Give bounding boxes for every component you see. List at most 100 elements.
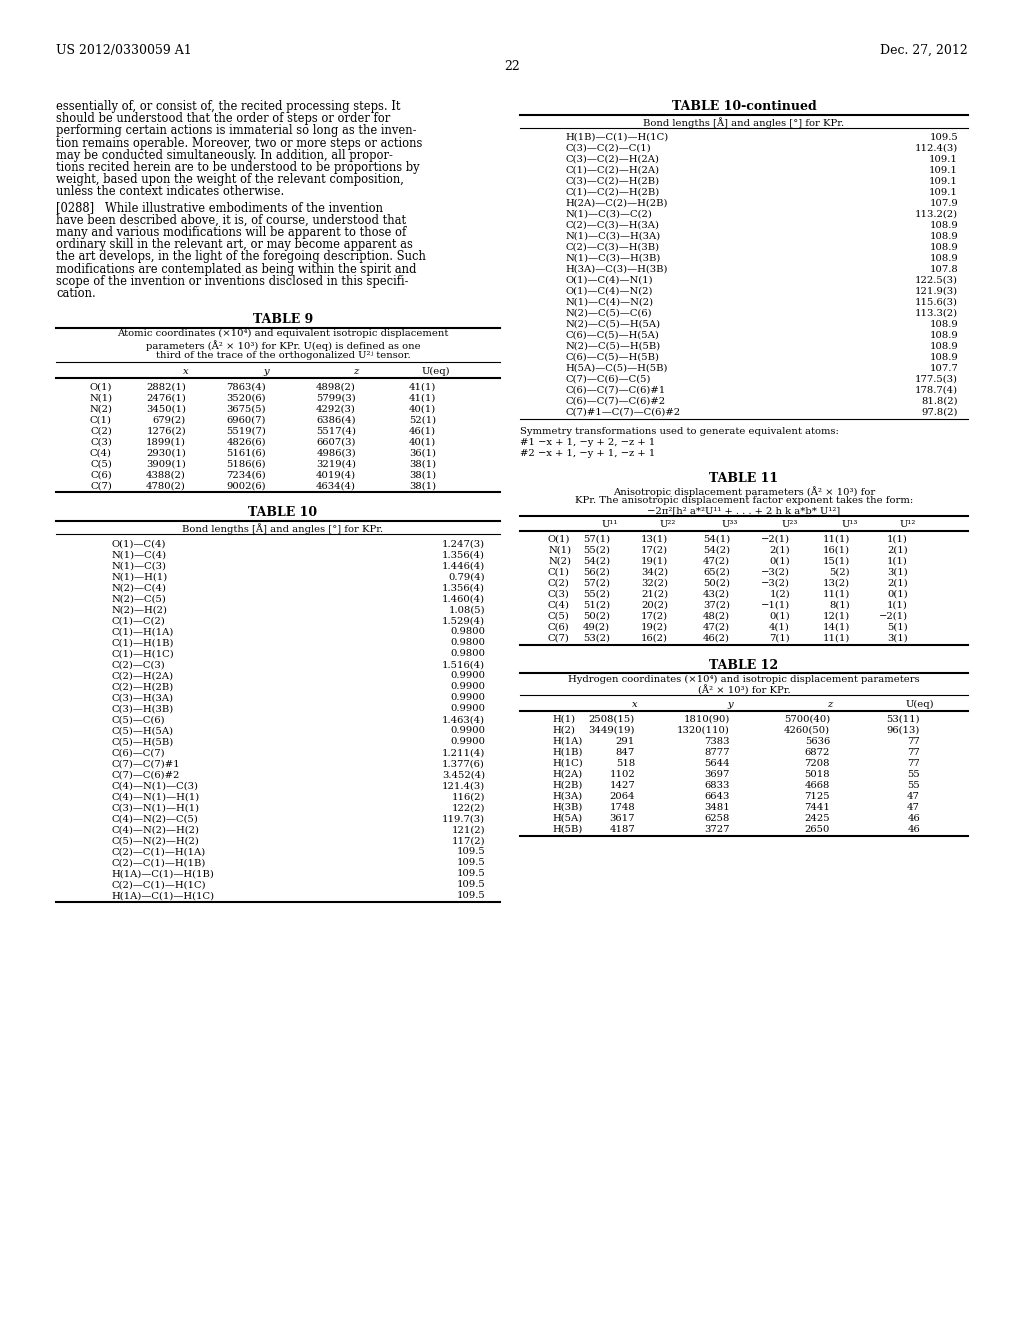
- Text: 108.9: 108.9: [929, 220, 958, 230]
- Text: 50(2): 50(2): [583, 612, 610, 620]
- Text: C(3)—H(3A): C(3)—H(3A): [111, 693, 173, 702]
- Text: N(1)—C(3): N(1)—C(3): [111, 561, 166, 570]
- Text: 57(1): 57(1): [583, 535, 610, 544]
- Text: 5(2): 5(2): [829, 568, 850, 577]
- Text: 117(2): 117(2): [452, 836, 485, 845]
- Text: 6643: 6643: [705, 792, 730, 801]
- Text: 7208: 7208: [805, 759, 830, 768]
- Text: TABLE 9: TABLE 9: [253, 313, 313, 326]
- Text: 2(1): 2(1): [887, 546, 908, 554]
- Text: 2(1): 2(1): [769, 546, 790, 554]
- Text: 3.452(4): 3.452(4): [442, 770, 485, 779]
- Text: N(2)—H(2): N(2)—H(2): [111, 605, 167, 614]
- Text: Bond lengths [Å] and angles [°] for KPr.: Bond lengths [Å] and angles [°] for KPr.: [643, 117, 845, 128]
- Text: C(3): C(3): [90, 437, 112, 446]
- Text: C(1)—H(1C): C(1)—H(1C): [111, 649, 174, 659]
- Text: 16(2): 16(2): [641, 634, 668, 643]
- Text: 5517(4): 5517(4): [316, 426, 356, 436]
- Text: C(2)—C(3): C(2)—C(3): [111, 660, 165, 669]
- Text: x: x: [183, 367, 188, 376]
- Text: 121.4(3): 121.4(3): [441, 781, 485, 791]
- Text: 12(1): 12(1): [822, 612, 850, 620]
- Text: 46(2): 46(2): [703, 634, 730, 643]
- Text: −3(2): −3(2): [761, 568, 790, 577]
- Text: 3617: 3617: [609, 814, 635, 822]
- Text: 1102: 1102: [609, 770, 635, 779]
- Text: TABLE 10: TABLE 10: [249, 506, 317, 519]
- Text: 0.9800: 0.9800: [450, 627, 485, 636]
- Text: 13(2): 13(2): [823, 579, 850, 587]
- Text: 7(1): 7(1): [769, 634, 790, 643]
- Text: weight, based upon the weight of the relevant composition,: weight, based upon the weight of the rel…: [56, 173, 403, 186]
- Text: C(7)#1—C(7)—C(6)#2: C(7)#1—C(7)—C(6)#2: [565, 408, 680, 417]
- Text: C(6)—C(7): C(6)—C(7): [111, 748, 165, 758]
- Text: 14(1): 14(1): [822, 623, 850, 632]
- Text: H(1A)—C(1)—H(1B): H(1A)—C(1)—H(1B): [111, 869, 214, 878]
- Text: N(2)—C(5)—C(6): N(2)—C(5)—C(6): [565, 309, 651, 318]
- Text: 52(1): 52(1): [409, 416, 436, 424]
- Text: 15(1): 15(1): [822, 557, 850, 566]
- Text: C(2)—C(3)—H(3A): C(2)—C(3)—H(3A): [565, 220, 659, 230]
- Text: 4898(2): 4898(2): [316, 383, 356, 391]
- Text: C(1)—H(1A): C(1)—H(1A): [111, 627, 173, 636]
- Text: 116(2): 116(2): [452, 792, 485, 801]
- Text: 40(1): 40(1): [409, 404, 436, 413]
- Text: 5(1): 5(1): [887, 623, 908, 632]
- Text: H(5A)—C(5)—H(5B): H(5A)—C(5)—H(5B): [565, 364, 668, 374]
- Text: U¹³: U¹³: [842, 520, 858, 529]
- Text: 0.9800: 0.9800: [450, 649, 485, 659]
- Text: 19(2): 19(2): [641, 623, 668, 632]
- Text: 0.9900: 0.9900: [450, 726, 485, 735]
- Text: Anisotropic displacement parameters (Å² × 10³) for: Anisotropic displacement parameters (Å² …: [613, 486, 876, 496]
- Text: 1(1): 1(1): [887, 601, 908, 610]
- Text: O(1)—C(4)—N(1): O(1)—C(4)—N(1): [565, 276, 652, 285]
- Text: C(4)—N(1)—H(1): C(4)—N(1)—H(1): [111, 792, 200, 801]
- Text: 97.8(2): 97.8(2): [922, 408, 958, 417]
- Text: C(4)—N(2)—H(2): C(4)—N(2)—H(2): [111, 825, 199, 834]
- Text: N(2): N(2): [548, 557, 571, 566]
- Text: cation.: cation.: [56, 286, 96, 300]
- Text: N(1)—C(3)—H(3A): N(1)—C(3)—H(3A): [565, 232, 660, 242]
- Text: −2(1): −2(1): [879, 612, 908, 620]
- Text: 11(1): 11(1): [822, 590, 850, 599]
- Text: U²²: U²²: [659, 520, 676, 529]
- Text: H(2A): H(2A): [552, 770, 583, 779]
- Text: may be conducted simultaneously. In addition, all propor-: may be conducted simultaneously. In addi…: [56, 149, 393, 162]
- Text: C(3)—C(2)—C(1): C(3)—C(2)—C(1): [565, 144, 650, 153]
- Text: third of the trace of the orthogonalized U²ʲ tensor.: third of the trace of the orthogonalized…: [156, 351, 411, 360]
- Text: Atomic coordinates (×10⁴) and equivalent isotropic displacement: Atomic coordinates (×10⁴) and equivalent…: [118, 329, 449, 338]
- Text: 3481: 3481: [705, 803, 730, 812]
- Text: essentially of, or consist of, the recited processing steps. It: essentially of, or consist of, the recit…: [56, 100, 400, 114]
- Text: 121(2): 121(2): [452, 825, 485, 834]
- Text: 38(1): 38(1): [409, 470, 436, 479]
- Text: C(2)—C(1)—H(1B): C(2)—C(1)—H(1B): [111, 858, 206, 867]
- Text: 5700(40): 5700(40): [783, 715, 830, 723]
- Text: parameters (Å² × 10³) for KPr. U(eq) is defined as one: parameters (Å² × 10³) for KPr. U(eq) is …: [145, 341, 420, 351]
- Text: 3520(6): 3520(6): [226, 393, 266, 403]
- Text: N(2)—C(5)—H(5B): N(2)—C(5)—H(5B): [565, 342, 660, 351]
- Text: C(2)—C(3)—H(3B): C(2)—C(3)—H(3B): [565, 243, 659, 252]
- Text: 37(2): 37(2): [703, 601, 730, 610]
- Text: 46: 46: [907, 825, 920, 834]
- Text: US 2012/0330059 A1: US 2012/0330059 A1: [56, 44, 191, 57]
- Text: 53(11): 53(11): [887, 715, 920, 723]
- Text: 6607(3): 6607(3): [316, 437, 356, 446]
- Text: 49(2): 49(2): [583, 623, 610, 632]
- Text: C(2): C(2): [90, 426, 112, 436]
- Text: 3450(1): 3450(1): [146, 404, 186, 413]
- Text: x: x: [632, 700, 638, 709]
- Text: H(5A): H(5A): [552, 814, 583, 822]
- Text: 4780(2): 4780(2): [146, 482, 186, 490]
- Text: 55(2): 55(2): [583, 590, 610, 599]
- Text: 4634(4): 4634(4): [316, 482, 356, 490]
- Text: 7383: 7383: [705, 737, 730, 746]
- Text: 121.9(3): 121.9(3): [914, 286, 958, 296]
- Text: C(4)—N(1)—C(3): C(4)—N(1)—C(3): [111, 781, 198, 791]
- Text: 47(2): 47(2): [702, 623, 730, 632]
- Text: U(eq): U(eq): [422, 367, 451, 376]
- Text: 1899(1): 1899(1): [146, 437, 186, 446]
- Text: 55: 55: [907, 770, 920, 779]
- Text: unless the context indicates otherwise.: unless the context indicates otherwise.: [56, 185, 285, 198]
- Text: C(6)—C(7)—C(6)#2: C(6)—C(7)—C(6)#2: [565, 397, 666, 407]
- Text: (Å² × 10³) for KPr.: (Å² × 10³) for KPr.: [697, 685, 791, 696]
